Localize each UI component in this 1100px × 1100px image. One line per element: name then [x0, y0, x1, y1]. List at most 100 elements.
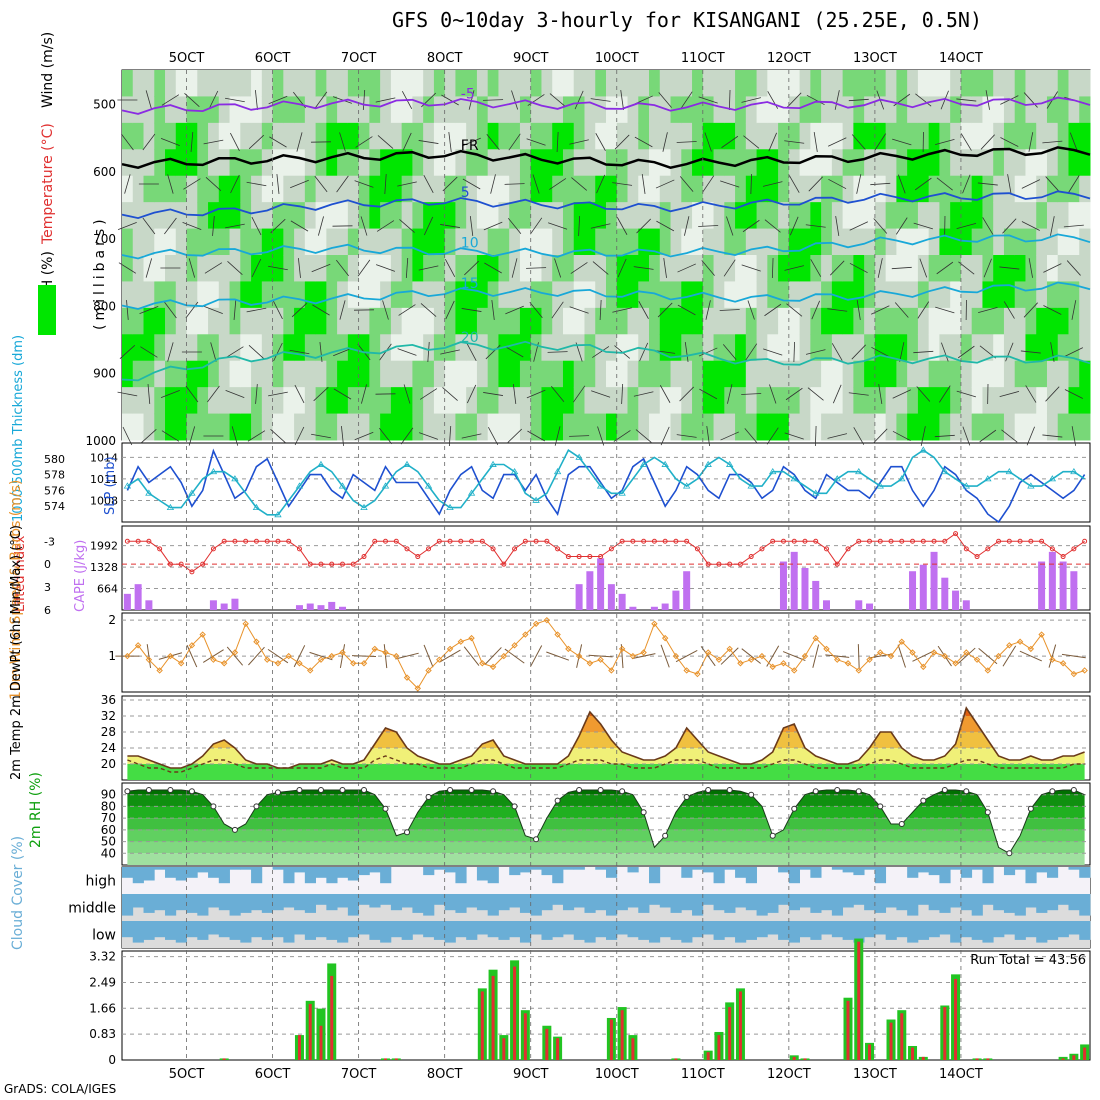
rh-cell	[132, 70, 145, 97]
li-marker	[426, 546, 432, 552]
rh-cell	[874, 122, 887, 150]
cloud-low-bar	[853, 921, 865, 943]
rh-cell	[1025, 175, 1037, 203]
wind-barb	[341, 426, 344, 446]
wind-barb	[941, 342, 949, 362]
wind-barb	[161, 430, 180, 442]
rh-cell	[778, 96, 790, 124]
rh-cell	[401, 149, 413, 177]
wind-barb	[546, 651, 570, 661]
wind-barb	[508, 133, 521, 151]
li-marker	[673, 538, 679, 544]
rh-cell	[466, 360, 478, 388]
cloud-high-bar	[971, 867, 983, 870]
rh-legend-swatch	[38, 285, 56, 335]
rh-cell	[767, 307, 779, 335]
cloud-low-bar	[960, 921, 973, 938]
date-label-bottom: 14OCT	[939, 1067, 983, 1082]
cloud-axis-label: Cloud Cover (%)	[10, 836, 26, 950]
rh-cell	[917, 149, 930, 177]
rh-cell	[756, 307, 768, 335]
rh-cell	[573, 307, 585, 335]
rh-marker	[812, 788, 819, 795]
rh-cell	[799, 122, 811, 150]
wind-barb	[333, 347, 352, 357]
rh-cell	[681, 255, 693, 282]
wind-barb	[659, 385, 671, 403]
rh-cell	[1046, 175, 1059, 203]
wind-marker	[791, 667, 798, 674]
rh-cell	[519, 413, 532, 441]
wind-barb	[202, 649, 224, 663]
rh-cell	[778, 228, 790, 256]
rh-cell	[304, 175, 317, 203]
li-marker	[845, 546, 851, 552]
rh-cell	[831, 228, 844, 256]
li-marker	[598, 554, 604, 560]
rh-marker	[490, 788, 497, 795]
rh-cell	[433, 149, 446, 177]
rh-cell	[519, 387, 532, 415]
rh-cell	[756, 96, 768, 124]
rh-marker	[640, 809, 647, 816]
li-marker	[888, 538, 894, 544]
cloud-low-bar	[649, 921, 661, 943]
rh-cell	[455, 255, 467, 282]
wind-barb	[423, 216, 434, 236]
li-marker	[608, 546, 614, 552]
cloud-high-bar	[165, 867, 177, 878]
rh-cell	[552, 307, 564, 335]
rh-cell	[810, 307, 822, 335]
wind-barb	[225, 97, 245, 103]
rh-cell	[864, 387, 876, 415]
cloud-low-bar	[294, 921, 306, 935]
rh-cell	[907, 202, 919, 230]
rh-cell	[197, 228, 209, 256]
rh-cell	[606, 70, 618, 97]
cloud-low-bar	[519, 921, 532, 943]
rh-cell	[347, 96, 360, 124]
rh-cell	[939, 175, 951, 203]
rh-cell	[950, 387, 962, 415]
rh-cell	[240, 228, 252, 256]
precip-rain-bar	[986, 1058, 990, 1060]
rh-cell	[433, 307, 446, 335]
rh-cell	[283, 228, 295, 256]
rh-cell	[509, 307, 521, 335]
wind-barb	[119, 345, 136, 359]
rh-cell	[154, 281, 166, 309]
tick-label: 32	[101, 709, 116, 723]
rh-cell	[1014, 307, 1026, 335]
rh-cell	[175, 334, 188, 362]
rh-cell	[1068, 202, 1080, 230]
wind-barb	[444, 258, 456, 278]
rh-cell	[1014, 175, 1026, 203]
rh-cell	[154, 202, 166, 230]
rh-cell	[713, 255, 725, 282]
upper-label-part: Wind (m/s)	[40, 32, 56, 108]
rh-cell	[326, 70, 338, 97]
cloud-low-bar	[530, 921, 542, 935]
rh-cell	[208, 149, 220, 177]
rh-cell	[853, 96, 865, 124]
rh-cell	[950, 70, 962, 97]
wind-barb	[919, 258, 928, 278]
cloud-low-bar	[595, 921, 607, 938]
rh-cell	[519, 228, 532, 256]
rh-cell	[573, 175, 585, 203]
rh-cell	[595, 70, 607, 97]
cloud-high-bar	[681, 867, 693, 878]
cape-bar	[586, 571, 594, 610]
rh-marker	[941, 787, 948, 794]
rh-cell	[681, 413, 693, 441]
rh-cell	[864, 70, 876, 97]
rh-cell	[713, 96, 725, 124]
rh-cell	[487, 122, 499, 150]
wind-marker	[511, 642, 518, 649]
rh-cell	[853, 70, 865, 97]
wind-barb	[1005, 342, 1014, 362]
cloud-high-bar	[369, 867, 381, 873]
rh-marker	[404, 829, 411, 836]
wind-barb	[1007, 174, 1012, 194]
rh-cell	[1003, 281, 1016, 309]
